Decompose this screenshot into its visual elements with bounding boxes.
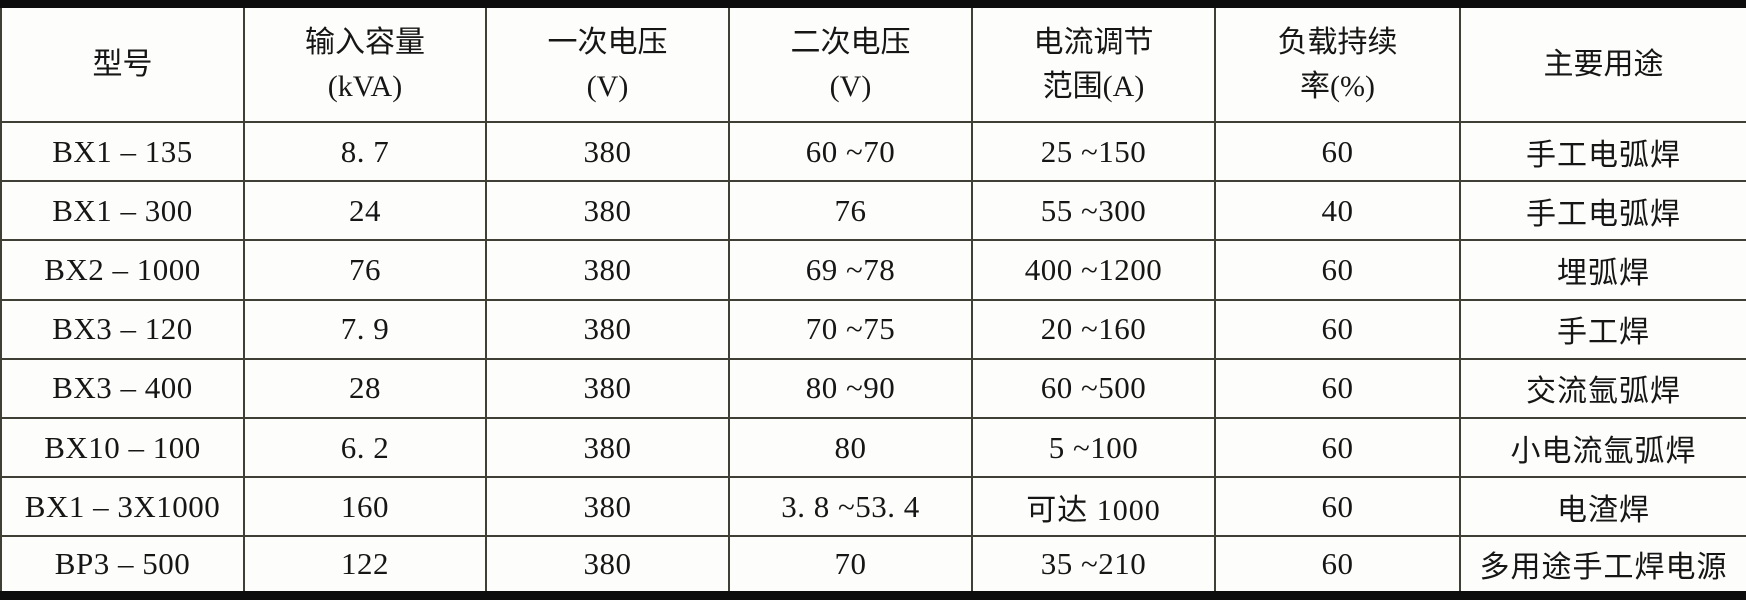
cell-current-range: 5 ~100	[971, 416, 1216, 479]
header-label: 负载持续	[1277, 25, 1398, 59]
cell-input-capacity: 122	[243, 535, 487, 600]
cell-main-use: 埋弧焊	[1459, 239, 1746, 301]
cell-duty-cycle: 60	[1214, 120, 1461, 183]
cell-primary-voltage: 380	[485, 180, 730, 242]
table-row: BX1 – 300 24 380 76 55 ~300 40 手工电弧焊	[0, 180, 1746, 242]
header-label: 一次电压	[547, 25, 668, 59]
cell-input-capacity: 8. 7	[243, 120, 487, 183]
cell-secondary-voltage: 70 ~75	[728, 298, 973, 360]
cell-main-use: 交流氩弧焊	[1459, 357, 1746, 419]
cell-model: BX2 – 1000	[0, 239, 245, 301]
cell-main-use: 小电流氩弧焊	[1459, 416, 1746, 479]
table-row: BX3 – 120 7. 9 380 70 ~75 20 ~160 60 手工焊	[0, 298, 1746, 360]
cell-primary-voltage: 380	[485, 416, 730, 479]
cell-secondary-voltage: 80	[728, 416, 973, 479]
header-label: 型号	[92, 47, 153, 81]
cell-input-capacity: 24	[243, 180, 487, 242]
cell-current-range: 可达 1000	[971, 476, 1216, 538]
cell-model: BP3 – 500	[0, 535, 245, 600]
cell-current-range: 60 ~500	[971, 357, 1216, 419]
header-label: 输入容量	[305, 25, 425, 59]
table-row: BX10 – 100 6. 2 380 80 5 ~100 60 小电流氩弧焊	[0, 416, 1746, 479]
cell-input-capacity: 7. 9	[243, 298, 487, 360]
cell-model: BX3 – 120	[0, 298, 245, 360]
table-row: BX3 – 400 28 380 80 ~90 60 ~500 60 交流氩弧焊	[0, 357, 1746, 419]
cell-secondary-voltage: 80 ~90	[728, 357, 973, 419]
cell-input-capacity: 28	[243, 357, 487, 419]
cell-current-range: 20 ~160	[971, 298, 1216, 360]
cell-model: BX1 – 300	[0, 180, 245, 242]
col-header-current-range: 电流调节 范围(A)	[971, 0, 1216, 123]
header-row: 型号 输入容量 (kVA) 一次电压 (V) 二次电压 (V) 电流调节 范围(…	[0, 0, 1746, 123]
cell-duty-cycle: 60	[1214, 239, 1461, 301]
header-label: 电流调节	[1033, 25, 1154, 59]
cell-primary-voltage: 380	[485, 476, 730, 538]
cell-primary-voltage: 380	[485, 239, 730, 301]
table-row: BX1 – 135 8. 7 380 60 ~70 25 ~150 60 手工电…	[0, 120, 1746, 183]
table-row: BX2 – 1000 76 380 69 ~78 400 ~1200 60 埋弧…	[0, 239, 1746, 301]
cell-main-use: 手工电弧焊	[1459, 120, 1746, 183]
cell-secondary-voltage: 76	[728, 180, 973, 242]
cell-secondary-voltage: 69 ~78	[728, 239, 973, 301]
col-header-main-use: 主要用途	[1459, 0, 1746, 123]
cell-current-range: 35 ~210	[971, 535, 1216, 600]
cell-primary-voltage: 380	[485, 357, 730, 419]
header-unit: (V)	[829, 69, 872, 103]
cell-primary-voltage: 380	[485, 535, 730, 600]
cell-secondary-voltage: 70	[728, 535, 973, 600]
col-header-primary-voltage: 一次电压 (V)	[485, 0, 730, 123]
header-unit: 率(%)	[1300, 69, 1375, 103]
header-label: 二次电压	[790, 25, 911, 59]
header-label: 主要用途	[1543, 47, 1664, 81]
cell-duty-cycle: 60	[1214, 298, 1461, 360]
cell-main-use: 电渣焊	[1459, 476, 1746, 538]
cell-duty-cycle: 60	[1214, 357, 1461, 419]
cell-model: BX1 – 135	[0, 120, 245, 183]
header-unit: (V)	[586, 69, 629, 103]
header-unit: 范围(A)	[1042, 69, 1145, 103]
cell-main-use: 多用途手工焊电源	[1459, 535, 1746, 600]
cell-primary-voltage: 380	[485, 120, 730, 183]
cell-model: BX10 – 100	[0, 416, 245, 479]
cell-input-capacity: 160	[243, 476, 487, 538]
cell-duty-cycle: 60	[1214, 535, 1461, 600]
col-header-input-capacity: 输入容量 (kVA)	[243, 0, 487, 123]
col-header-secondary-voltage: 二次电压 (V)	[728, 0, 973, 123]
cell-model: BX3 – 400	[0, 357, 245, 419]
col-header-duty-cycle: 负载持续 率(%)	[1214, 0, 1461, 123]
cell-secondary-voltage: 3. 8 ~53. 4	[728, 476, 973, 538]
cell-input-capacity: 6. 2	[243, 416, 487, 479]
cell-duty-cycle: 60	[1214, 476, 1461, 538]
col-header-model: 型号	[0, 0, 245, 123]
header-unit: (kVA)	[327, 69, 403, 103]
cell-input-capacity: 76	[243, 239, 487, 301]
table-row: BX1 – 3X1000 160 380 3. 8 ~53. 4 可达 1000…	[0, 476, 1746, 538]
cell-current-range: 25 ~150	[971, 120, 1216, 183]
cell-duty-cycle: 40	[1214, 180, 1461, 242]
cell-secondary-voltage: 60 ~70	[728, 120, 973, 183]
cell-main-use: 手工焊	[1459, 298, 1746, 360]
cell-model: BX1 – 3X1000	[0, 476, 245, 538]
cell-duty-cycle: 60	[1214, 416, 1461, 479]
table-row: BP3 – 500 122 380 70 35 ~210 60 多用途手工焊电源	[0, 535, 1746, 600]
cell-current-range: 400 ~1200	[971, 239, 1216, 301]
cell-current-range: 55 ~300	[971, 180, 1216, 242]
cell-main-use: 手工电弧焊	[1459, 180, 1746, 242]
cell-primary-voltage: 380	[485, 298, 730, 360]
